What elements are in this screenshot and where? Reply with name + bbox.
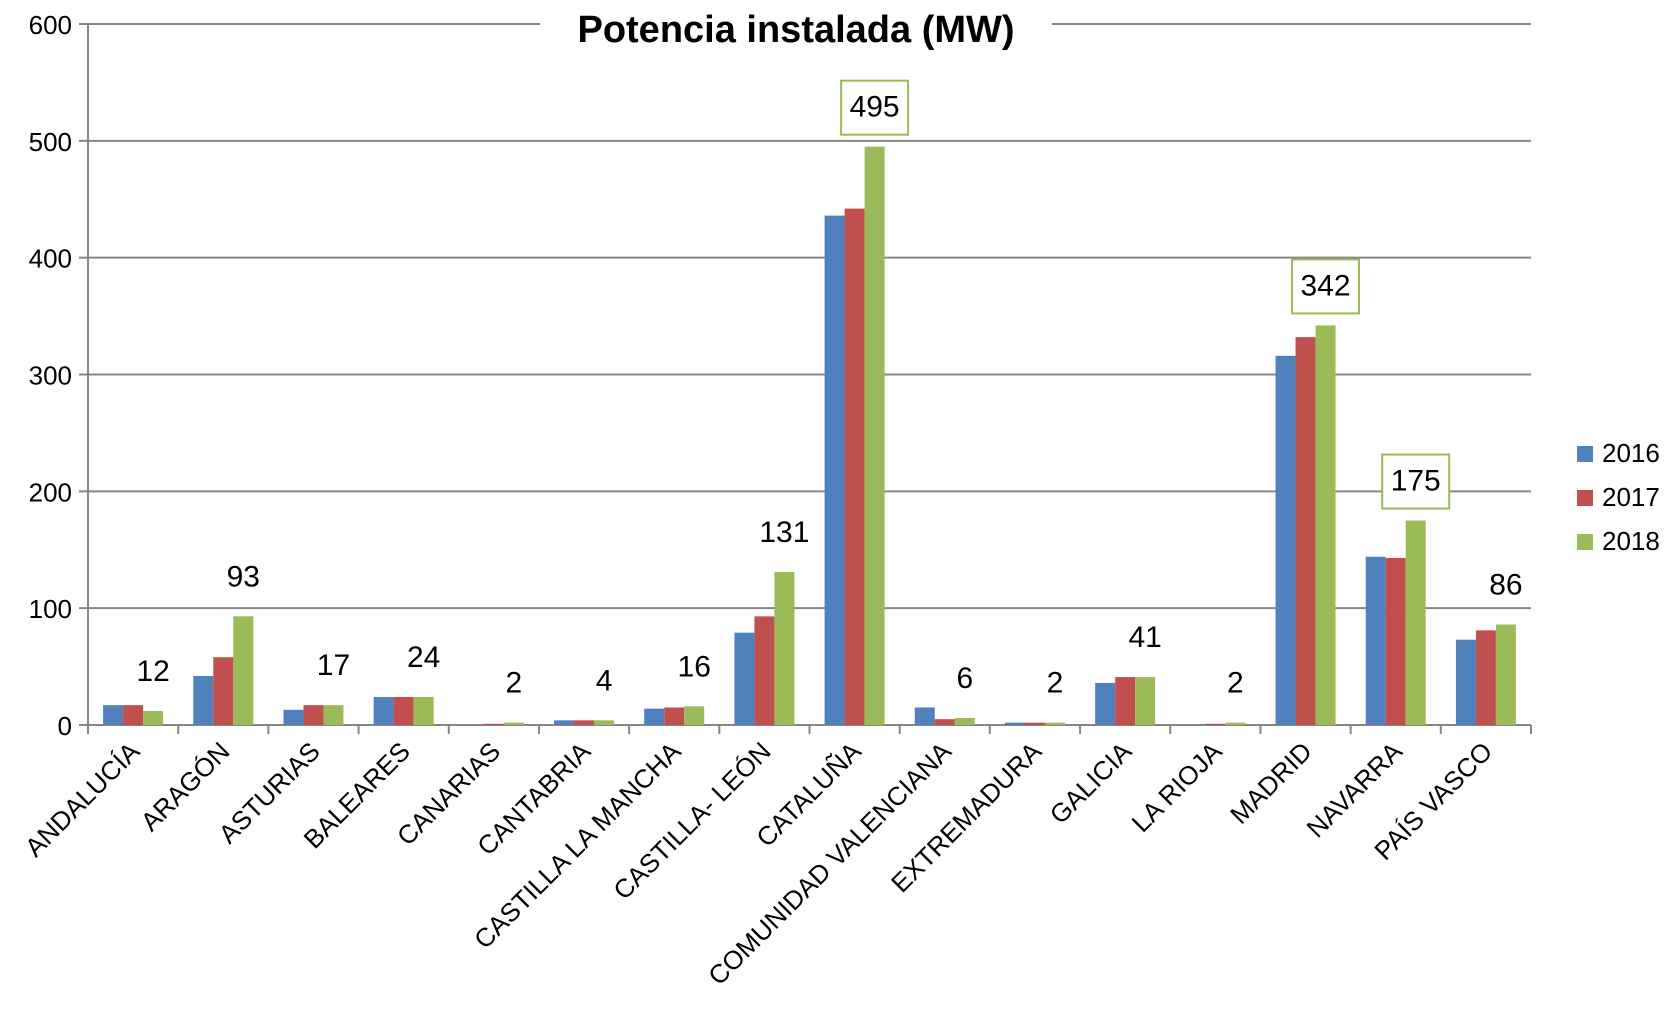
legend-swatch xyxy=(1577,490,1593,506)
data-label: 175 xyxy=(1391,465,1441,498)
bar xyxy=(1225,722,1246,725)
bar xyxy=(1275,355,1296,725)
bar xyxy=(483,723,504,725)
data-label: 17 xyxy=(317,649,350,682)
x-category-label: EXTREMADURA xyxy=(885,736,1048,899)
legend-swatch xyxy=(1577,446,1593,462)
bar xyxy=(393,696,414,725)
bar xyxy=(554,720,575,725)
bar xyxy=(644,708,665,725)
bar xyxy=(1495,624,1516,725)
bar xyxy=(413,696,434,725)
y-tick-label: 400 xyxy=(29,244,72,274)
legend-label: 2018 xyxy=(1602,526,1660,556)
bar xyxy=(1095,682,1116,725)
bar xyxy=(303,705,324,725)
bar xyxy=(934,719,955,725)
data-label: 4 xyxy=(596,664,613,697)
y-tick-label: 300 xyxy=(29,361,72,391)
legend-label: 2016 xyxy=(1602,438,1660,468)
bar xyxy=(193,675,214,725)
data-label-box xyxy=(840,79,910,136)
data-label: 495 xyxy=(850,91,900,124)
bar xyxy=(143,710,164,725)
data-label: 342 xyxy=(1301,269,1351,302)
x-category-label: MADRID xyxy=(1224,736,1318,830)
bar xyxy=(373,696,394,725)
chart-title: Potencia instalada (MW) xyxy=(577,9,1014,51)
data-label: 86 xyxy=(1489,569,1522,602)
data-label: 131 xyxy=(759,516,809,549)
bar xyxy=(824,215,845,725)
x-category-label: GALICIA xyxy=(1044,736,1138,830)
bar xyxy=(864,146,885,726)
bar xyxy=(503,722,524,725)
bar xyxy=(1385,557,1406,725)
bar xyxy=(1205,723,1226,725)
bar xyxy=(1115,677,1136,725)
bar xyxy=(1315,325,1336,725)
bar xyxy=(1044,722,1065,725)
data-label: 41 xyxy=(1128,621,1161,654)
data-label: 24 xyxy=(407,641,440,674)
y-tick-label: 500 xyxy=(29,127,72,157)
bar xyxy=(754,616,775,725)
bar xyxy=(103,705,124,725)
legend-swatch xyxy=(1577,534,1593,550)
y-tick-label: 200 xyxy=(29,477,72,507)
title-layer: Potencia instalada (MW) xyxy=(540,2,1052,56)
data-label-box xyxy=(1291,258,1361,315)
bar xyxy=(1135,677,1156,725)
bar xyxy=(1004,722,1025,725)
bar xyxy=(664,707,685,725)
y-tick-label: 100 xyxy=(29,594,72,624)
data-label: 6 xyxy=(956,662,973,695)
bar xyxy=(844,208,865,725)
bar xyxy=(774,571,795,725)
data-label: 2 xyxy=(506,667,523,700)
data-label: 2 xyxy=(1227,667,1244,700)
bar-layer xyxy=(103,146,1516,726)
bar xyxy=(233,616,254,725)
data-label: 12 xyxy=(136,655,169,688)
bar xyxy=(1295,337,1316,725)
bar xyxy=(323,705,344,725)
bar xyxy=(954,717,975,725)
x-category-label: CASTILLA- LEÓN xyxy=(607,736,776,905)
bar xyxy=(213,657,234,725)
y-tick-label: 600 xyxy=(29,10,72,40)
data-label: 16 xyxy=(678,650,711,683)
bar xyxy=(1455,639,1476,725)
chart-title-background xyxy=(540,2,1052,56)
bar xyxy=(123,705,144,725)
bar xyxy=(914,707,935,725)
legend: 2016 2017 2018 xyxy=(1577,438,1660,556)
bar xyxy=(684,706,705,725)
x-category-label: LA RIOJA xyxy=(1126,736,1228,838)
bar xyxy=(283,709,304,725)
bar xyxy=(1365,556,1386,725)
data-label: 93 xyxy=(227,560,260,593)
bar xyxy=(1475,630,1496,725)
bar xyxy=(594,720,615,725)
bar xyxy=(574,720,595,725)
bar xyxy=(734,632,755,725)
legend-label: 2017 xyxy=(1602,482,1660,512)
data-label: 2 xyxy=(1047,667,1064,700)
x-category-label: ANDALUCÍA xyxy=(19,736,146,863)
bar xyxy=(1405,520,1426,725)
bar xyxy=(1024,722,1045,725)
data-label-box xyxy=(1381,453,1451,510)
y-tick-label: 0 xyxy=(58,711,72,741)
